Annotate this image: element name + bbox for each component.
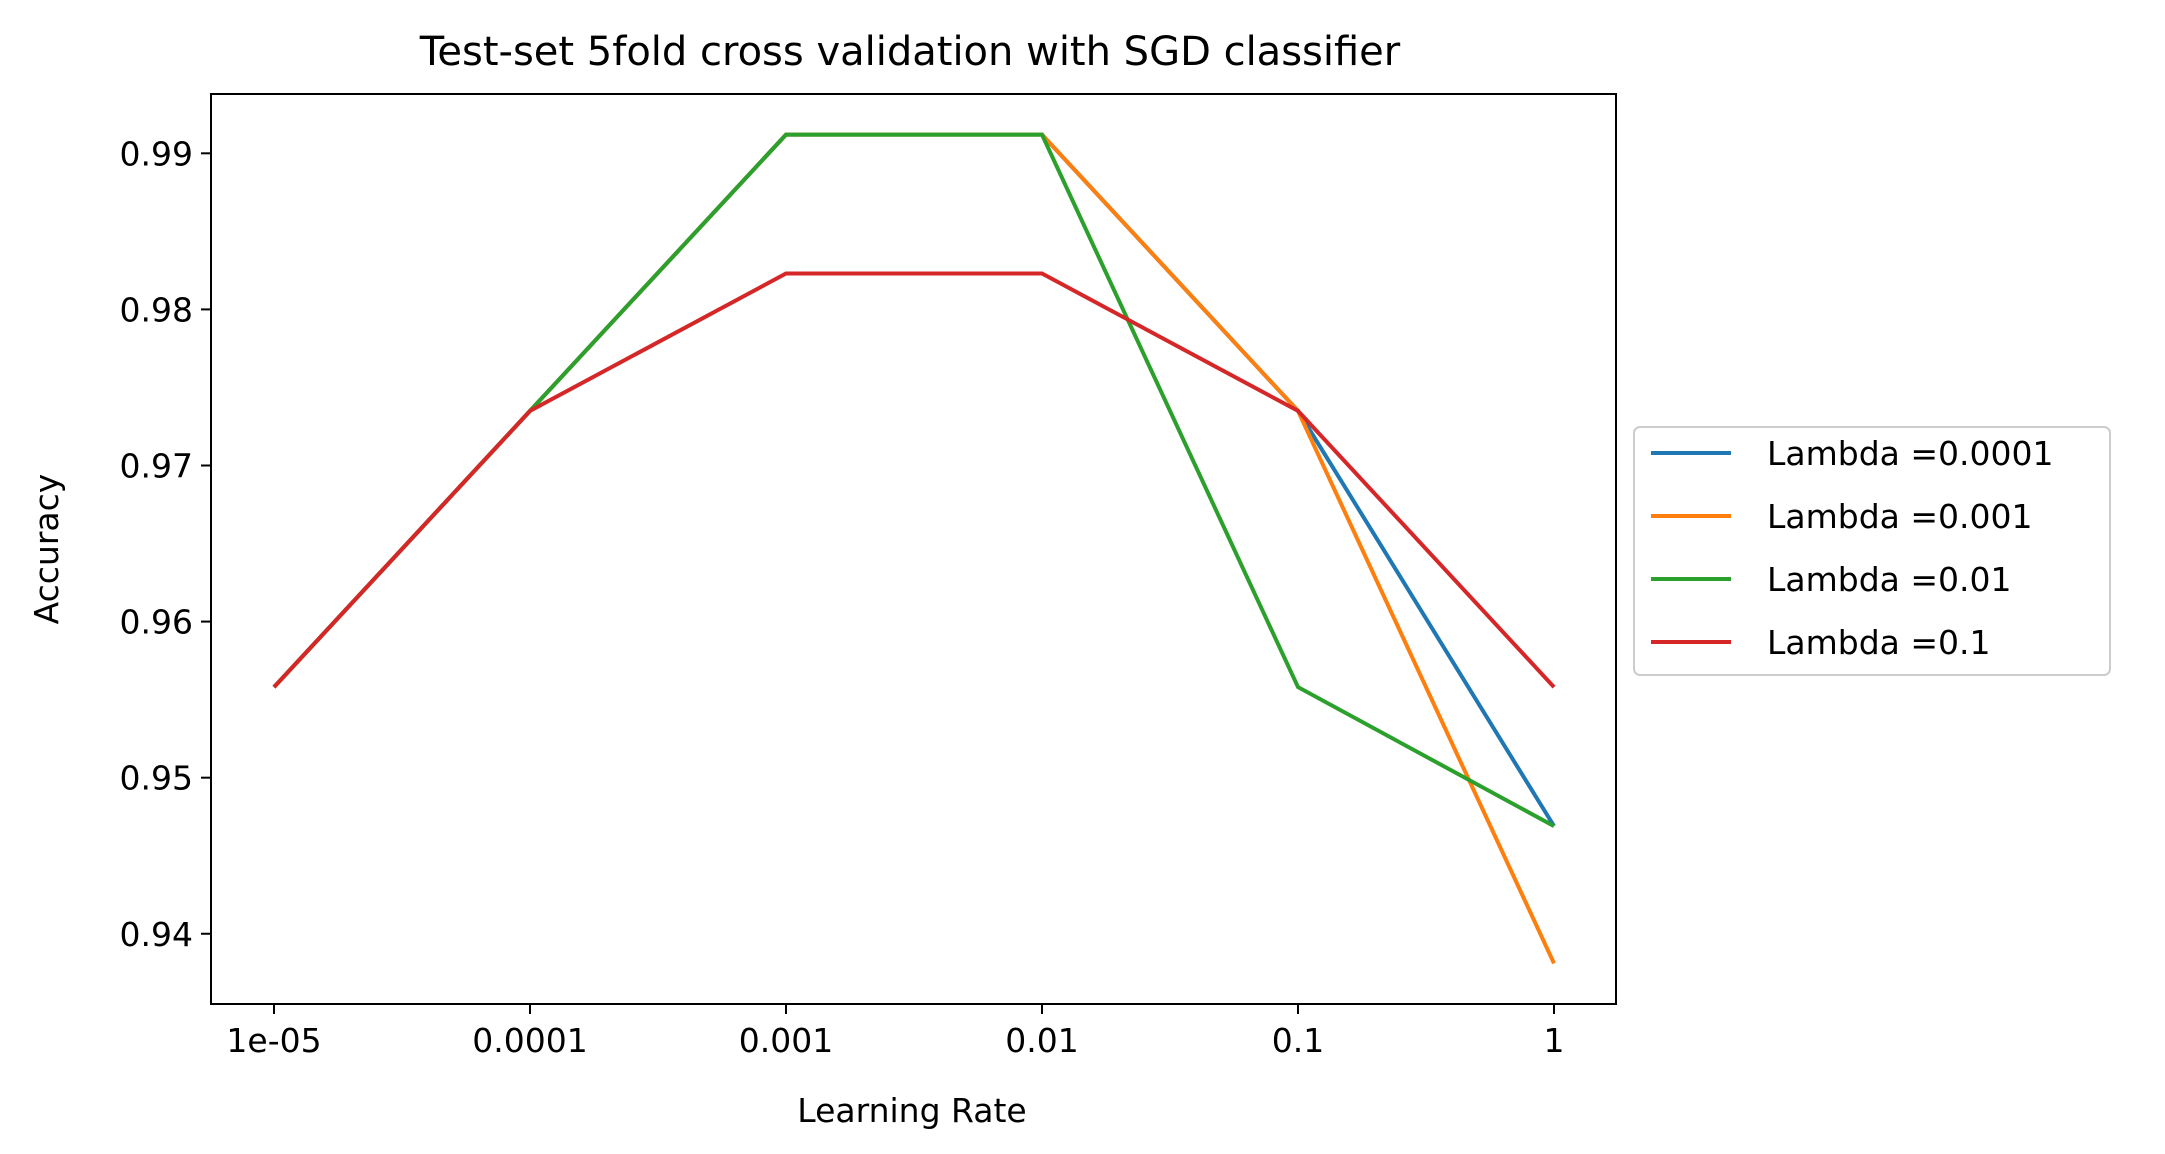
x-axis: 1e-05 0.0001 0.001 0.01 0.1 1 xyxy=(226,1004,1565,1060)
plot-area xyxy=(210,93,1617,1005)
legend-items: Lambda =0.0001 Lambda =0.001 Lambda =0.01 L… xyxy=(1651,434,2053,662)
chart-title: Test-set 5fold cross validation with SGD… xyxy=(419,29,1401,75)
y-tick-label: 0.96 xyxy=(120,603,193,642)
series-layer xyxy=(272,132,1556,965)
legend-frame xyxy=(1633,426,2111,676)
y-tick-label: 0.95 xyxy=(120,759,193,798)
legend-label-2: Lambda =0.01 xyxy=(1767,560,2012,599)
plot-frame xyxy=(210,93,1617,1005)
x-tick-label: 0.01 xyxy=(1005,1021,1078,1060)
y-tick-label: 0.98 xyxy=(120,290,193,329)
x-tick-label: 0.1 xyxy=(1272,1021,1324,1060)
legend-label-0: Lambda =0.0001 xyxy=(1767,434,2053,473)
legend-label-1: Lambda =0.001 xyxy=(1767,497,2032,536)
x-tick-label: 0.001 xyxy=(739,1021,833,1060)
series-line-1 xyxy=(272,132,1556,965)
x-tick-label: 1e-05 xyxy=(226,1021,321,1060)
y-axis-label: Accuracy xyxy=(27,474,66,625)
legend: Lambda =0.0001 Lambda =0.001 Lambda =0.01 L… xyxy=(1633,426,2111,676)
x-tick-label: 0.0001 xyxy=(472,1021,587,1060)
x-tick-label: 1 xyxy=(1544,1021,1565,1060)
y-tick-label: 0.94 xyxy=(120,915,193,954)
y-tick-label: 0.97 xyxy=(120,446,193,485)
y-tick-label: 0.99 xyxy=(120,134,193,173)
y-axis: 0.94 0.95 0.96 0.97 0.98 0.99 xyxy=(120,134,211,954)
x-axis-label: Learning Rate xyxy=(797,1091,1026,1130)
series-line-3 xyxy=(272,271,1556,689)
legend-label-3: Lambda =0.1 xyxy=(1767,623,1991,662)
